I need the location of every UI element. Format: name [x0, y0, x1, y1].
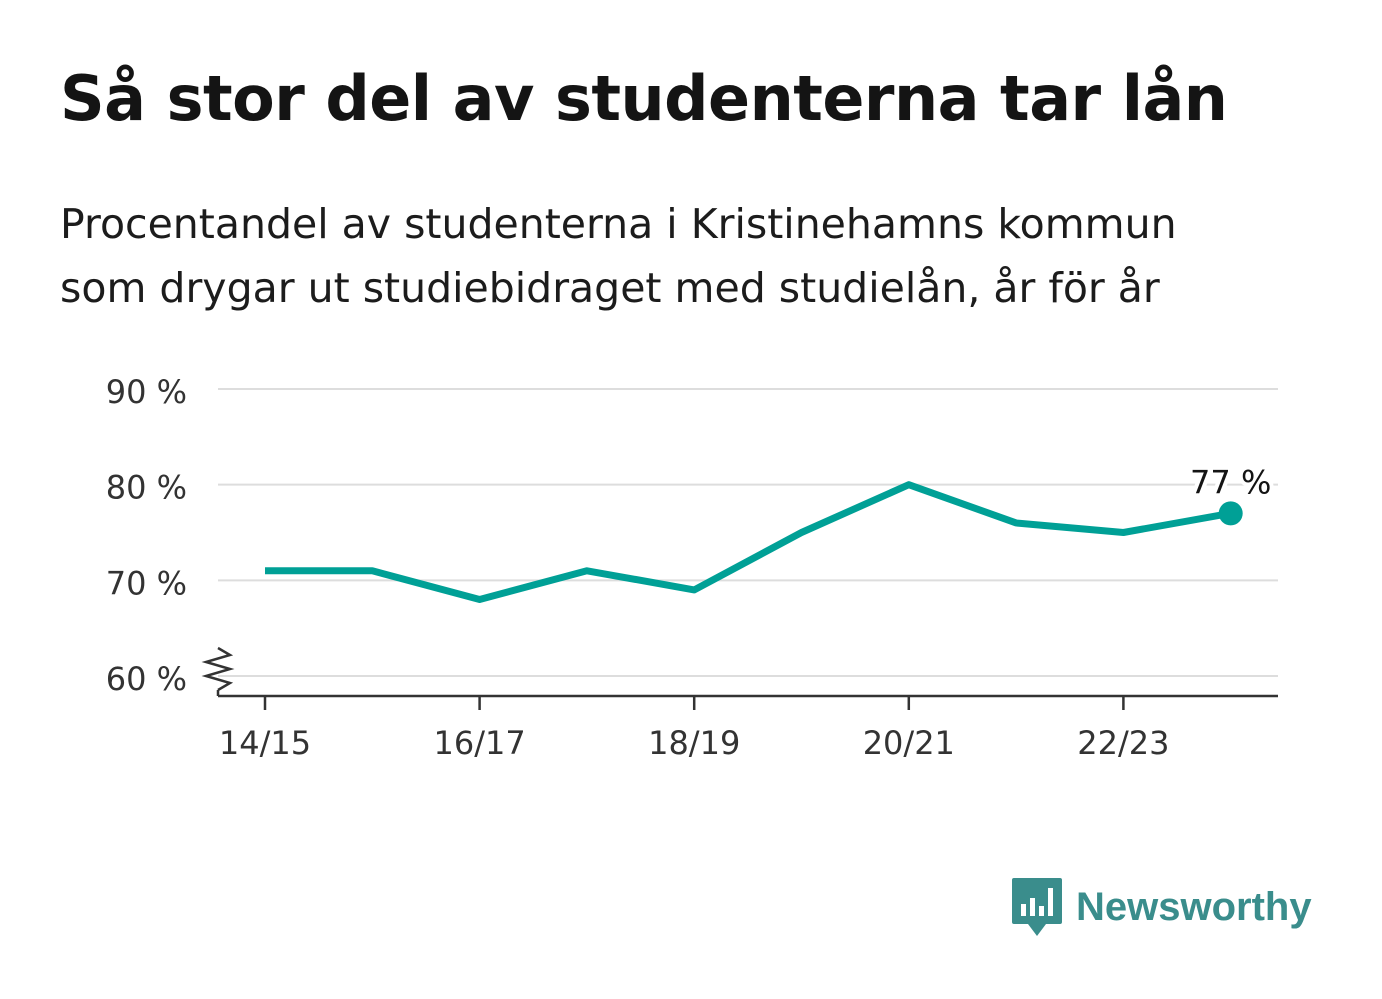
- x-tick-label: 22/23: [1077, 724, 1169, 762]
- subtitle-line-2: som drygar ut studiebidraget med studiel…: [60, 264, 1160, 312]
- newsworthy-chart-bubble-icon: [1012, 878, 1062, 936]
- axis-break-icon: [201, 646, 235, 692]
- last-value-label: 77 %: [1190, 463, 1271, 501]
- brand-name: Newsworthy: [1076, 884, 1312, 929]
- series-layer: 77 %: [265, 459, 1275, 603]
- x-tick-label: 14/15: [219, 724, 311, 762]
- last-value-point: [1218, 501, 1243, 526]
- chart-title: Så stor del av studenterna tar lån: [60, 62, 1228, 135]
- series-line: [265, 481, 1232, 603]
- y-axis: 60 % 70 % 80 % 90 %: [106, 373, 235, 698]
- x-tick-label: 16/17: [433, 724, 525, 762]
- x-axis: 14/15 16/17 18/19 20/21 22/23: [218, 694, 1278, 762]
- y-tick-label: 60 %: [106, 660, 187, 698]
- brand-logo: Newsworthy: [1010, 876, 1312, 938]
- x-tick-label: 18/19: [648, 724, 740, 762]
- x-tick-label: 20/21: [863, 724, 955, 762]
- y-tick-label: 70 %: [106, 564, 187, 602]
- y-tick-label: 80 %: [106, 469, 187, 507]
- chart-subtitle: Procentandel av studenterna i Kristineha…: [60, 192, 1340, 320]
- y-tick-label: 90 %: [106, 373, 187, 411]
- subtitle-line-1: Procentandel av studenterna i Kristineha…: [60, 200, 1177, 248]
